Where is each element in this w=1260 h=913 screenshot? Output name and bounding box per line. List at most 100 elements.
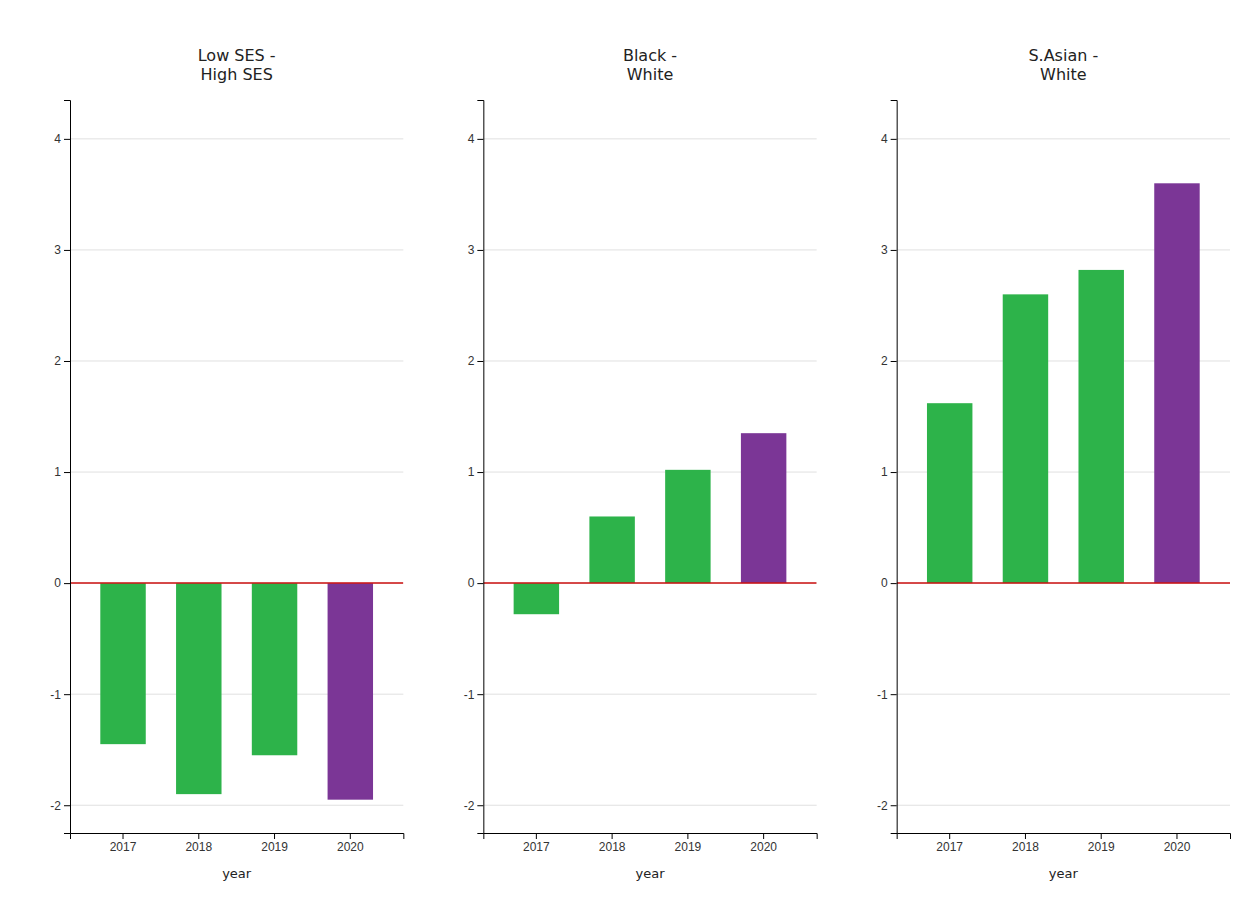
bar [252, 583, 297, 755]
tick-mark [64, 250, 70, 251]
tick-label: 0 [881, 576, 888, 590]
tick-label: -2 [464, 799, 475, 813]
tick: 3 [54, 243, 70, 257]
tick-mark [477, 250, 483, 251]
bar [100, 583, 145, 744]
tick-mark [612, 833, 613, 839]
grid-line [70, 360, 403, 361]
bar [1003, 294, 1048, 583]
tick-mark [64, 694, 70, 695]
title: S.Asian -White [1028, 46, 1098, 84]
tick-mark [891, 361, 897, 362]
tick-label: 2 [881, 354, 888, 368]
tick-label: -1 [50, 688, 61, 702]
tick-label: 1 [468, 465, 475, 479]
tick-mark [477, 139, 483, 140]
tick-label: 3 [881, 243, 888, 257]
tick-label: 0 [468, 576, 475, 590]
tick: 2 [468, 354, 484, 368]
tick: 2 [54, 354, 70, 368]
bar [665, 470, 710, 583]
tick: 4 [54, 132, 70, 146]
tick-label: 2018 [599, 840, 626, 854]
tick-label: -1 [877, 688, 888, 702]
tick-mark [64, 361, 70, 362]
y-axis: -2 -1 0 1 2 3 4 [877, 101, 897, 834]
tick: 4 [881, 132, 897, 146]
axis-line [71, 834, 404, 840]
tick: 0 [54, 576, 70, 590]
tick: 2018 [599, 833, 626, 854]
tick-mark [64, 139, 70, 140]
tick-label: 2017 [936, 840, 963, 854]
bar [741, 433, 786, 583]
x-axis-label: year [222, 866, 252, 881]
tick-mark [763, 833, 764, 839]
axis-line [897, 834, 1230, 840]
tick: 2017 [936, 833, 963, 854]
grid [483, 139, 816, 805]
tick-mark [64, 472, 70, 473]
tick: 2017 [523, 833, 550, 854]
grid-line [483, 138, 816, 139]
tick-mark [687, 833, 688, 839]
grid-line [897, 583, 1230, 584]
tick: 1 [881, 465, 897, 479]
tick-label: 2020 [337, 840, 364, 854]
bar [589, 516, 634, 583]
grid-line [897, 694, 1230, 695]
tick-mark [64, 805, 70, 806]
tick-mark [1176, 833, 1177, 839]
tick-label: 2 [54, 354, 61, 368]
tick: 2020 [1164, 833, 1191, 854]
tick: 2019 [675, 833, 702, 854]
tick: 0 [881, 576, 897, 590]
bar [1078, 270, 1123, 583]
tick-mark [477, 805, 483, 806]
grid-line [483, 583, 816, 584]
tick-label: 1 [881, 465, 888, 479]
tick: -1 [50, 688, 70, 702]
tick: 1 [468, 465, 484, 479]
tick: 0 [468, 576, 484, 590]
plot-area [483, 433, 816, 614]
chart-svg: 2017201820192020-2-101234Low SES -High S… [0, 0, 1260, 913]
tick-label: -2 [877, 799, 888, 813]
tick: -2 [464, 799, 484, 813]
tick: 2018 [1012, 833, 1039, 854]
x-axis-label: year [635, 866, 665, 881]
plot-area [70, 583, 403, 800]
grid-line [483, 694, 816, 695]
tick-mark [198, 833, 199, 839]
tick-label: 2020 [750, 840, 777, 854]
tick-mark [64, 583, 70, 584]
tick-mark [891, 250, 897, 251]
axis-line [484, 834, 817, 840]
tick: 4 [468, 132, 484, 146]
tick-label: 2017 [110, 840, 137, 854]
grid [70, 139, 403, 805]
tick-mark [891, 805, 897, 806]
tick: -2 [50, 799, 70, 813]
tick-label: -1 [464, 688, 475, 702]
y-axis: -2-101234 [50, 101, 70, 834]
bar [176, 583, 221, 794]
grid [897, 139, 1230, 805]
tick: 2019 [261, 833, 288, 854]
baseline [897, 582, 1230, 584]
tick: -2 [877, 799, 897, 813]
axis-line [477, 101, 484, 834]
tick-mark [891, 139, 897, 140]
panel: 2017201820192020-2-101234Black -Whiteyea… [464, 46, 818, 881]
tick: 2017 [110, 833, 137, 854]
tick-mark [477, 472, 483, 473]
panel: 2017201820192020-2-101234S.Asian -Whitey… [877, 46, 1231, 881]
plot-area [897, 183, 1230, 583]
tick-mark [891, 694, 897, 695]
tick: -1 [877, 688, 897, 702]
tick: 2020 [337, 833, 364, 854]
grid-line [70, 472, 403, 473]
tick-label: 2019 [1088, 840, 1115, 854]
tick-mark [949, 833, 950, 839]
grid-line [483, 805, 816, 806]
